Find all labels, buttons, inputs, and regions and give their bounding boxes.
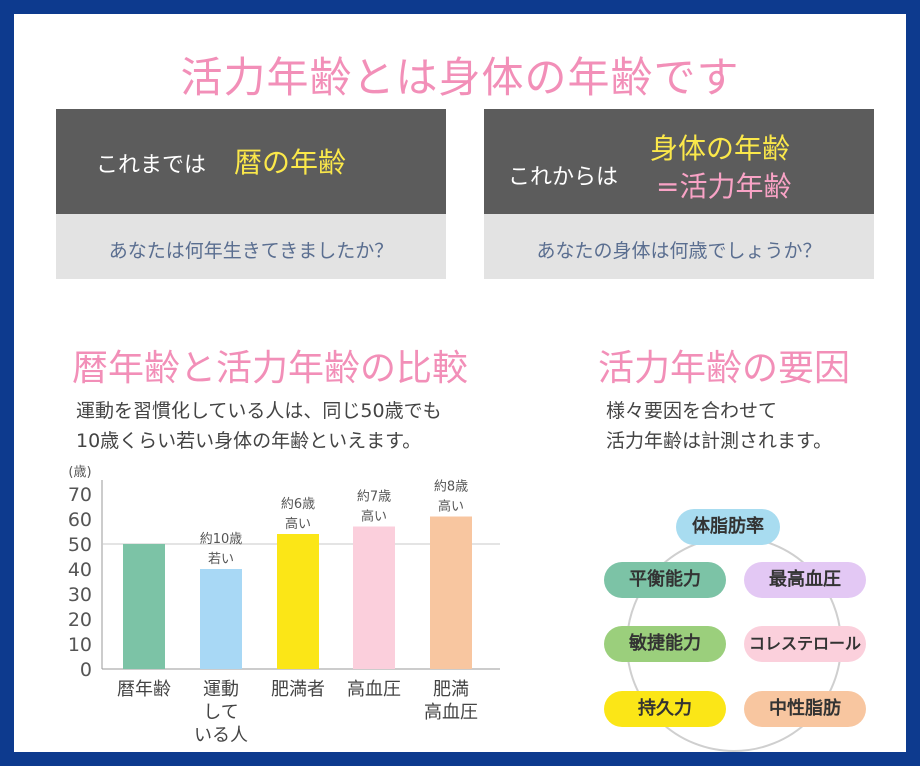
card-prefix: これからは bbox=[508, 165, 619, 190]
card-question: あなたの身体は何歳でしょうか？ bbox=[536, 240, 822, 262]
y-tick-label: 10 bbox=[68, 634, 92, 656]
comparison-chart: (歳)010203040506070暦年齢約10歳若い運動している人約6歳高い肥… bbox=[68, 465, 500, 746]
x-category-label: 運動 bbox=[203, 679, 239, 700]
factor-pill: 敏捷能力 bbox=[604, 626, 726, 662]
card-top: これまでは 暦の年齢 bbox=[56, 109, 446, 214]
comparison-description: 運動を習慣化している人は、同じ50歳でも 10歳くらい若い身体の年齢といえます。 bbox=[76, 396, 442, 456]
factor-pill: 持久力 bbox=[604, 691, 726, 727]
bar-annotation: 高い bbox=[361, 509, 387, 525]
factors-desc-line2: 活力年齢は計測されます。 bbox=[606, 430, 833, 452]
x-category-label: 肥満 bbox=[433, 679, 469, 700]
y-tick-label: 60 bbox=[68, 509, 92, 531]
bar-annotation: 約8歳 bbox=[434, 480, 468, 495]
comparison-desc-line1: 運動を習慣化している人は、同じ50歳でも bbox=[76, 400, 442, 422]
comparison-title: 暦年齢と活力年齢の比較 bbox=[72, 348, 469, 389]
y-tick-label: 20 bbox=[68, 609, 92, 631]
factors-desc-line1: 様々要因を合わせて bbox=[606, 400, 778, 422]
y-tick-label: 40 bbox=[68, 559, 92, 581]
y-tick-label: 70 bbox=[68, 484, 92, 506]
bar bbox=[200, 569, 242, 669]
bar-annotation: 約7歳 bbox=[357, 490, 391, 505]
bar-annotation: 約10歳 bbox=[200, 532, 243, 547]
factors-title: 活力年齢の要因 bbox=[598, 348, 851, 389]
bar bbox=[123, 544, 165, 669]
comparison-desc-line2: 10歳くらい若い身体の年齢といえます。 bbox=[76, 430, 422, 452]
card-top: これからは 身体の年齢 =活力年齢 bbox=[484, 109, 874, 214]
card-highlight: 暦の年齢 bbox=[234, 146, 347, 179]
x-category-label: 高血圧 bbox=[347, 679, 401, 700]
card-question: あなたは何年生きてきましたか？ bbox=[108, 240, 394, 262]
y-tick-label: 50 bbox=[68, 534, 92, 556]
bar-annotation: 約6歳 bbox=[281, 497, 315, 512]
y-tick-label: 0 bbox=[80, 659, 92, 681]
bar bbox=[277, 534, 319, 669]
factor-pill: コレステロール bbox=[744, 626, 866, 662]
factors-description: 様々要因を合わせて 活力年齢は計測されます。 bbox=[606, 396, 832, 456]
card-highlight-line1: 身体の年齢 bbox=[650, 132, 791, 165]
bar-annotation: 若い bbox=[208, 551, 234, 567]
content-area: 活力年齢とは身体の年齢です これまでは 暦の年齢 あなたは何年生きてきましたか？… bbox=[14, 14, 906, 752]
bar-annotation: 高い bbox=[438, 499, 464, 515]
card-bottom: あなたは何年生きてきましたか？ bbox=[56, 214, 446, 279]
factor-pill: 最高血圧 bbox=[744, 562, 866, 598]
factor-pill: 中性脂肪 bbox=[744, 691, 866, 727]
card-prefix: これまでは bbox=[96, 153, 207, 178]
x-category-label: 暦年齢 bbox=[117, 679, 171, 700]
bar bbox=[430, 516, 472, 669]
y-axis-label: (歳) bbox=[68, 465, 91, 480]
card-highlight-line2: =活力年齢 bbox=[656, 170, 792, 203]
card-bottom: あなたの身体は何歳でしょうか？ bbox=[484, 214, 874, 279]
y-tick-label: 30 bbox=[68, 584, 92, 606]
x-category-label: して bbox=[203, 702, 238, 723]
x-category-label: 高血圧 bbox=[424, 702, 478, 723]
card-calendar-age: これまでは 暦の年齢 あなたは何年生きてきましたか？ bbox=[56, 109, 446, 279]
factor-pill: 体脂肪率 bbox=[676, 509, 780, 545]
card-body-age: これからは 身体の年齢 =活力年齢 あなたの身体は何歳でしょうか？ bbox=[484, 109, 874, 279]
bar-annotation: 高い bbox=[285, 516, 311, 532]
factor-pill: 平衡能力 bbox=[604, 562, 726, 598]
x-category-label: いる人 bbox=[194, 725, 248, 746]
bar bbox=[353, 526, 395, 669]
page-title: 活力年齢とは身体の年齢です bbox=[180, 53, 740, 102]
x-category-label: 肥満者 bbox=[271, 679, 325, 700]
